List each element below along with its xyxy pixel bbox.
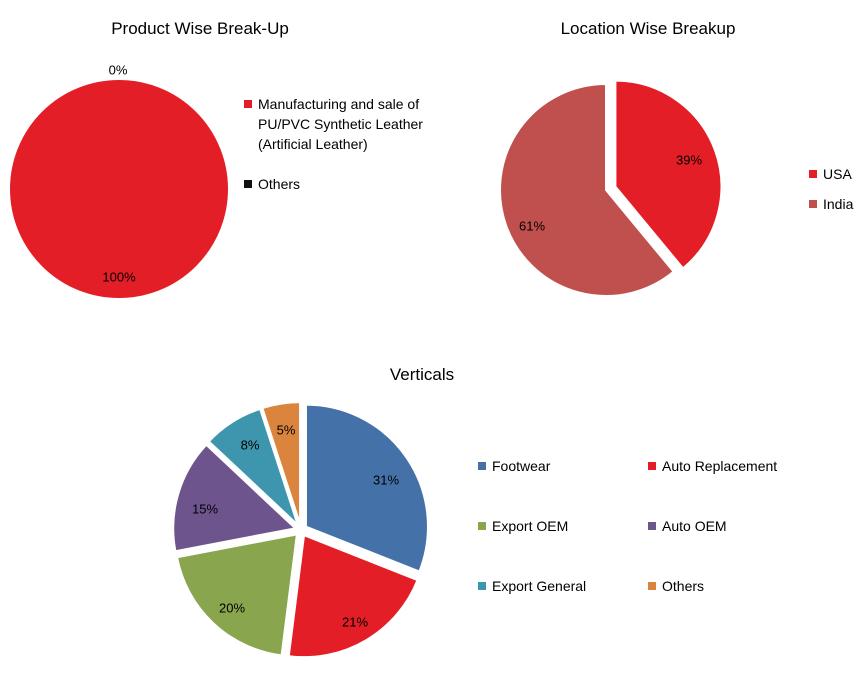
- data-label-others: 0%: [109, 62, 128, 77]
- legend-item-auto-oem: Auto OEM: [648, 516, 727, 536]
- pie-slice-auto-replacement: [287, 533, 419, 659]
- legend-swatch: [478, 582, 486, 590]
- pie-slice-usa: [614, 79, 723, 270]
- chart-title-verticals: Verticals: [389, 365, 455, 384]
- legend-item-others: Others: [244, 174, 434, 194]
- pie-slice-footwear: [304, 403, 429, 573]
- legend-label: India: [823, 196, 854, 212]
- chart-title-location: Location Wise Breakup: [560, 19, 736, 38]
- data-label-auto-replacement: 21%: [342, 614, 368, 629]
- data-label-export-oem: 20%: [219, 600, 245, 615]
- legend-swatch: [809, 200, 817, 208]
- data-label-footwear: 31%: [373, 472, 399, 487]
- pie-slice-others: [261, 401, 302, 525]
- legend-label: Export General: [492, 578, 587, 594]
- legend-label: Auto OEM: [662, 518, 727, 534]
- pie-slice-export-general: [207, 407, 299, 526]
- legend-verticals: Footwear Auto Replacement Export OEM Aut…: [478, 456, 818, 606]
- legend-item-export-general: Export General: [478, 576, 586, 596]
- legend-swatch: [648, 462, 656, 470]
- data-label-india: 61%: [519, 218, 545, 233]
- data-label-export-general: 8%: [241, 437, 260, 452]
- legend-item-footwear: Footwear: [478, 456, 550, 476]
- legend-label: Export OEM: [492, 518, 569, 534]
- legend-label: Others: [258, 176, 301, 192]
- legend-location: USA India: [809, 164, 853, 214]
- legend-product: Manufacturing and sale of PU/PVC Synthet…: [244, 94, 434, 194]
- legend-swatch: [244, 100, 252, 108]
- pie-slice-auto-oem: [172, 443, 298, 553]
- legend-swatch: [478, 462, 486, 470]
- data-label-auto-oem: 15%: [192, 501, 218, 516]
- legend-item-usa: USA: [809, 164, 853, 184]
- pie-slice-manufacturing-and-sale-of-pu-pvc-synthet: [8, 78, 230, 300]
- data-label-others: 5%: [277, 422, 296, 437]
- legend-label: Manufacturing and sale of PU/PVC Synthet…: [258, 96, 423, 152]
- legend-item-export-oem: Export OEM: [478, 516, 568, 536]
- legend-item-auto-replacement: Auto Replacement: [648, 456, 777, 476]
- pie-slice-export-oem: [175, 533, 299, 657]
- legend-swatch: [648, 582, 656, 590]
- legend-label: Footwear: [492, 458, 551, 474]
- legend-swatch: [809, 170, 817, 178]
- legend-label: USA: [823, 166, 852, 182]
- pie-slice-india: [499, 82, 675, 297]
- legend-swatch: [478, 522, 486, 530]
- legend-swatch: [648, 522, 656, 530]
- data-label-usa: 39%: [676, 152, 702, 167]
- legend-label: Others: [662, 578, 705, 594]
- legend-item-others: Others: [648, 576, 704, 596]
- legend-swatch: [244, 180, 252, 188]
- legend-item-india: India: [809, 194, 853, 214]
- legend-item-manufacturing: Manufacturing and sale of PU/PVC Synthet…: [244, 94, 434, 154]
- legend-label: Auto Replacement: [662, 458, 778, 474]
- data-label-manufacturing-and-sale-of-pu-pvc-synthet: 100%: [102, 269, 136, 284]
- chart-title-product: Product Wise Break-Up: [111, 19, 289, 38]
